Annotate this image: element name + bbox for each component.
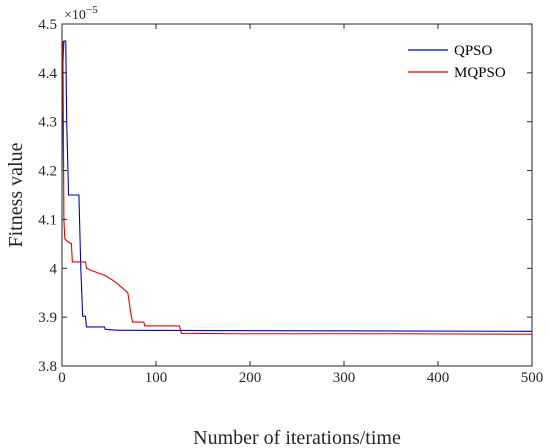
x-tick-label: 100 — [145, 370, 168, 386]
y-tick-label: 4.1 — [38, 212, 57, 228]
plot-frame — [61, 23, 533, 367]
x-tick-label: 200 — [239, 370, 262, 386]
y-multiplier-label: ×10 — [64, 8, 86, 23]
axis-ticks: 0 100 200 300 400 500 3.8 3.9 4 4.1 4.2 4.3 4.4 4.5 — [38, 17, 543, 386]
series-line-qpso — [61, 40, 533, 332]
legend-label-mqpso: MQPSO — [454, 65, 506, 81]
y-tick-label: 4 — [50, 261, 58, 277]
y-tick-label: 3.9 — [38, 310, 57, 326]
plot-lines — [61, 40, 533, 335]
y-tick-label: 4.4 — [38, 66, 57, 82]
y-tick-label: 4.2 — [38, 164, 57, 180]
y-axis-title: Fitness value — [5, 142, 27, 247]
x-tick-label: 500 — [521, 370, 544, 386]
x-axis-title: Number of iterations/time — [193, 427, 401, 448]
series-line-mqpso — [61, 41, 533, 335]
legend-label-qpso: QPSO — [454, 43, 493, 59]
y-multiplier-exponent: −5 — [86, 4, 98, 16]
x-tick-label: 300 — [333, 370, 356, 386]
y-tick-label: 4.3 — [38, 115, 57, 131]
legend: QPSO MQPSO — [408, 43, 506, 81]
x-tick-label: 400 — [427, 370, 450, 386]
y-tick-label: 3.8 — [38, 359, 57, 375]
y-tick-label: 4.5 — [38, 17, 57, 33]
x-tick-label: 0 — [58, 370, 66, 386]
